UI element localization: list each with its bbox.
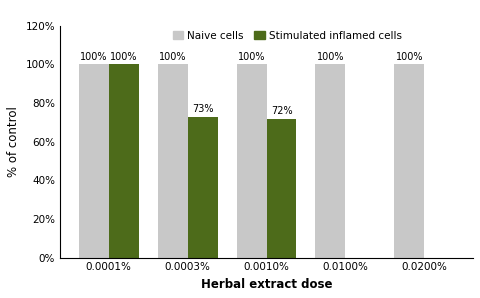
Text: 100%: 100% [159, 52, 186, 62]
Bar [109, 64, 139, 258]
Bar [266, 119, 297, 258]
Text: 100%: 100% [396, 52, 423, 62]
Text: 100%: 100% [238, 52, 265, 62]
Bar [237, 64, 266, 258]
Text: 73%: 73% [192, 104, 214, 114]
Legend: Naive cells, Stimulated inflamed cells: Naive cells, Stimulated inflamed cells [168, 27, 406, 45]
Bar [188, 117, 217, 258]
Bar [157, 64, 188, 258]
X-axis label: Herbal extract dose: Herbal extract dose [201, 278, 332, 291]
Text: 100%: 100% [80, 52, 108, 62]
Text: 72%: 72% [271, 106, 292, 116]
Bar [79, 64, 109, 258]
Text: 100%: 100% [317, 52, 344, 62]
Text: 100%: 100% [110, 52, 137, 62]
Y-axis label: % of control: % of control [7, 106, 20, 177]
Bar [395, 64, 424, 258]
Bar [315, 64, 346, 258]
